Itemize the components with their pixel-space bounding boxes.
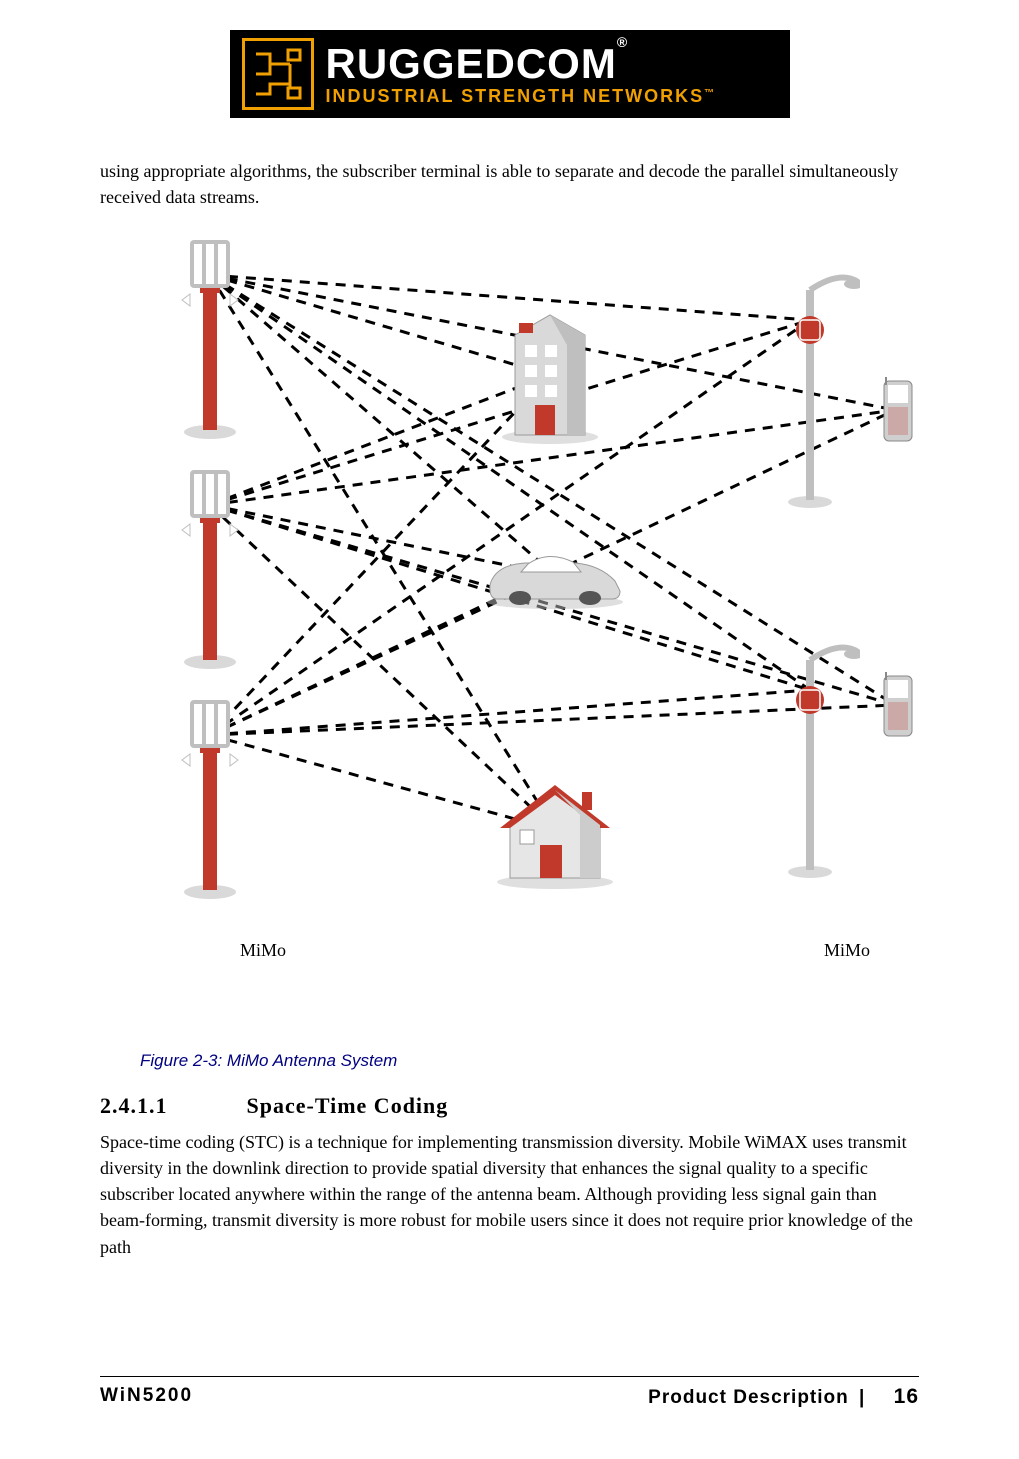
section-number: 2.4.1.1 [100,1093,240,1119]
brand-logo-icon [242,38,314,110]
base-station-tower-3 [180,690,240,900]
street-lamp-1 [770,250,860,510]
figure-caption: Figure 2-3: MiMo Antenna System [140,1051,930,1071]
section-title: Space-Time Coding [247,1093,449,1118]
registered-mark: ® [617,34,628,50]
footer-model: WiN5200 [100,1385,193,1409]
section-body: Space-time coding (STC) is a technique f… [100,1129,919,1259]
page-number: 16 [894,1385,919,1408]
section-heading: 2.4.1.1 Space-Time Coding [100,1093,919,1119]
building-icon [495,305,605,445]
brand-logo-bar: RUGGEDCOM® INDUSTRIAL STRENGTH NETWORKS™ [230,30,790,118]
base-station-tower-2 [180,460,240,670]
mobile-phone-1 [880,375,916,447]
mobile-phone-2 [880,670,916,742]
brand-tagline: INDUSTRIAL STRENGTH NETWORKS [326,86,705,106]
house-icon [490,770,620,890]
car-icon [480,540,630,610]
brand-name: RUGGEDCOM [326,40,617,87]
page-footer: WiN5200 Product Description | 16 [100,1376,919,1409]
footer-divider: | [859,1387,865,1408]
base-station-tower-1 [180,230,240,440]
footer-section-label: Product Description [648,1387,849,1408]
intro-paragraph: using appropriate algorithms, the subscr… [100,158,919,210]
trademark-mark: ™ [704,88,716,99]
mimo-diagram: MiMo MiMo Figure 2-3: MiMo Antenna Syste… [140,230,930,1071]
street-lamp-2 [770,620,860,880]
brand-logo-text: RUGGEDCOM® INDUSTRIAL STRENGTH NETWORKS™ [326,43,717,105]
